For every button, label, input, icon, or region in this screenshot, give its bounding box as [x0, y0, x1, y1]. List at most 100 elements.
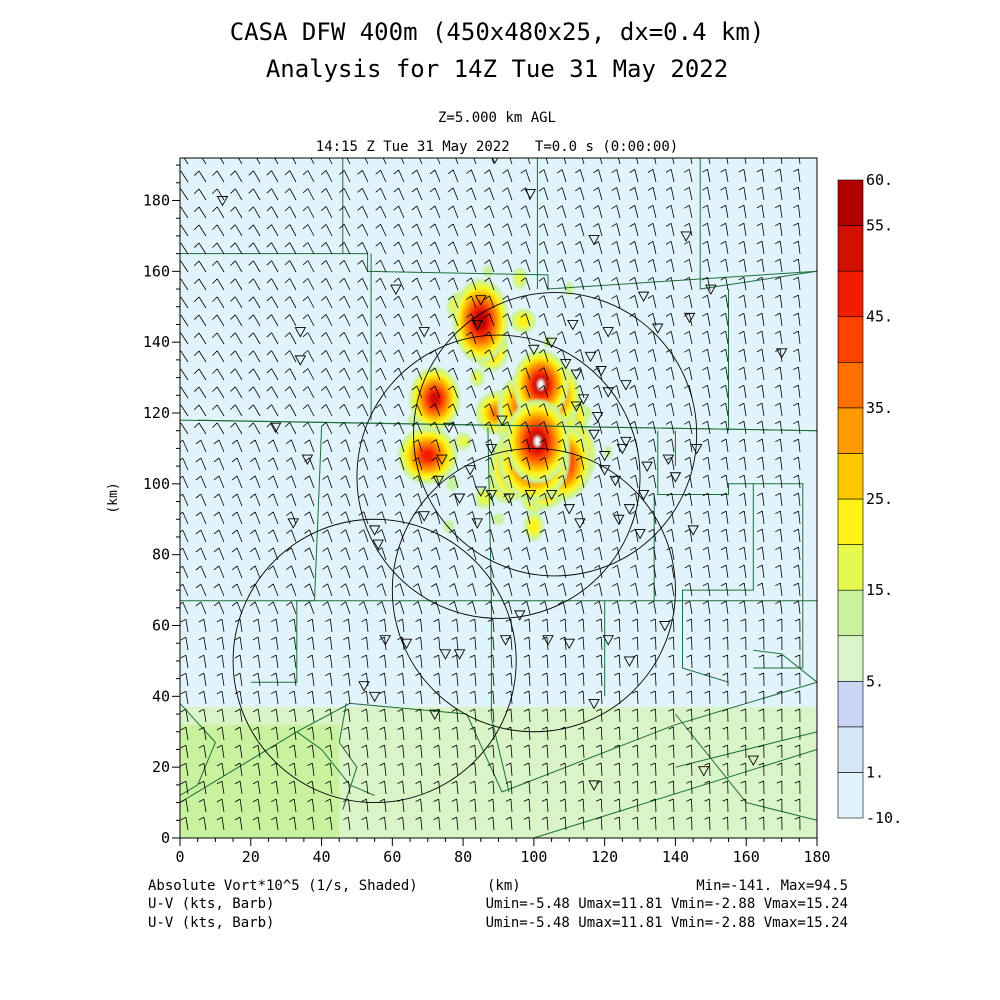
station-marker — [602, 635, 614, 646]
county-line — [338, 703, 358, 810]
vorticity-cell — [398, 427, 458, 484]
radar-range-ring — [391, 447, 676, 733]
colorbar-label: 45. — [866, 308, 893, 326]
barb-label-1: U-V (kts, Barb) — [148, 896, 274, 912]
colorbar-label: 60. — [866, 171, 893, 189]
colorbar-segment — [837, 361, 864, 409]
station-marker — [499, 635, 512, 646]
county-line — [314, 427, 323, 601]
x-tick-label: 180 — [803, 848, 830, 866]
county-line — [296, 731, 375, 796]
station-marker — [637, 291, 650, 303]
station-marker — [620, 380, 632, 391]
station-marker — [471, 518, 484, 529]
colorbar-segment — [837, 498, 864, 545]
county-line — [180, 419, 817, 432]
colorbar-label: 15. — [866, 581, 893, 599]
wind-barbs — [180, 158, 801, 831]
vorticity-cell — [470, 368, 485, 387]
station-marker — [418, 511, 430, 522]
station-marker — [432, 475, 445, 487]
county-line — [180, 703, 216, 796]
y-tick-label: 140 — [143, 333, 170, 351]
vorticity-cell — [505, 399, 570, 484]
colorbar: -10. 1. 5. 15. 25. 35. 45. 55. 60. — [837, 171, 902, 827]
vorticity-cell — [512, 267, 527, 290]
y-tick-label: 60 — [152, 617, 170, 635]
barb-stats-1: Umin=-5.48 Umax=11.81 Vmin=-2.88 Vmax=15… — [486, 896, 848, 912]
colorbar-segment — [837, 772, 864, 819]
station-marker — [545, 490, 558, 501]
station-marker — [368, 525, 381, 536]
vorticity-cell — [524, 511, 544, 542]
station-marker — [775, 348, 788, 359]
station-marker — [609, 475, 622, 487]
station-marker — [584, 351, 597, 363]
station-marker — [687, 525, 699, 536]
station-marker — [379, 635, 392, 646]
colorbar-segment — [837, 726, 864, 773]
station-marker — [595, 366, 607, 377]
station-marker — [443, 422, 455, 434]
station-marker — [485, 490, 498, 501]
radar-range-ring — [232, 518, 517, 804]
colorbar-segment — [837, 680, 864, 728]
station-marker — [588, 429, 600, 441]
county-line — [657, 430, 804, 669]
station-marker — [301, 454, 314, 465]
station-marker — [453, 649, 466, 660]
station-marker — [559, 358, 572, 370]
station-marker — [588, 235, 600, 246]
x-tick-label: 160 — [733, 848, 760, 866]
colorbar-label: 55. — [866, 217, 893, 235]
colorbar-segment — [837, 270, 864, 318]
station-marker — [464, 465, 476, 476]
station-marker — [623, 504, 636, 515]
station-marker — [669, 472, 682, 483]
colorbar-segment — [837, 407, 864, 454]
station-marker — [620, 436, 632, 448]
station-marker — [697, 766, 710, 777]
station-marker — [287, 518, 300, 529]
colorbar-segment — [837, 316, 864, 363]
station-marker — [747, 755, 760, 767]
station-marker — [602, 327, 614, 338]
station-marker — [690, 443, 703, 455]
colorbar-segment — [837, 225, 864, 272]
radar-range-ring — [413, 292, 698, 577]
station-marker — [358, 681, 370, 692]
x-tick-label: 0 — [175, 848, 184, 866]
station-markers — [216, 158, 788, 791]
station-marker — [651, 323, 664, 334]
y-tick-label: 0 — [161, 829, 170, 847]
vorticity-cell — [564, 282, 574, 296]
colorbar-segment — [837, 179, 864, 226]
station-marker — [602, 387, 614, 398]
vorticity-cell — [510, 308, 537, 334]
x-tick-label: 140 — [662, 848, 689, 866]
station-marker — [513, 610, 526, 621]
station-marker — [659, 621, 671, 632]
station-marker — [528, 344, 540, 356]
y-axis-label: (km) — [106, 482, 121, 513]
station-marker — [598, 451, 611, 462]
station-marker — [616, 443, 629, 455]
station-marker — [475, 486, 487, 497]
y-axis: 0 20 40 60 80 100 120 140 160 180 — [143, 164, 180, 847]
colorbar-label: -10. — [866, 809, 902, 827]
station-marker — [453, 493, 466, 504]
colorbar-segment — [837, 635, 864, 682]
station-marker — [269, 422, 282, 434]
y-tick-label: 100 — [143, 475, 170, 493]
station-marker — [637, 490, 650, 501]
county-line — [487, 427, 492, 718]
station-marker — [496, 415, 508, 427]
station-marker — [570, 369, 583, 380]
y-tick-label: 40 — [152, 687, 170, 705]
station-marker — [662, 454, 675, 465]
vorticity-cell — [409, 367, 461, 431]
station-marker — [623, 656, 636, 667]
station-marker — [216, 196, 229, 207]
vorticity-cell — [443, 519, 455, 534]
